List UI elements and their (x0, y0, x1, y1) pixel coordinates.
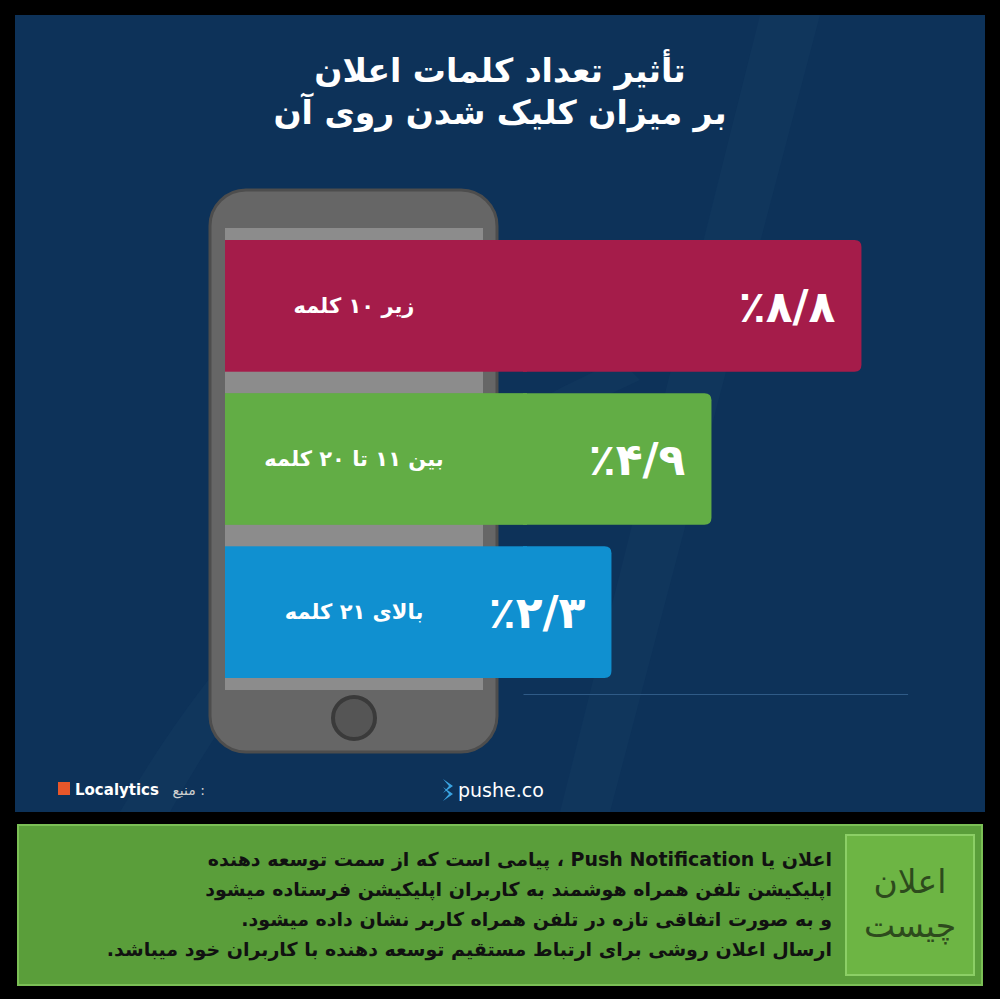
canvas: تأثیر تعداد کلمات اعلانبر میزان کلیک شدن… (0, 0, 1000, 999)
page-background (0, 0, 1000, 999)
bar (523, 240, 861, 372)
category-panel (225, 240, 527, 372)
info-text: ارسال اعلان روشی برای ارتباط مستقیم توسع… (107, 938, 832, 961)
info-heading: چیست (864, 906, 956, 945)
category-panel (225, 546, 527, 678)
chart-title: تأثیر تعداد کلمات اعلانبر میزان کلیک شدن… (273, 49, 726, 133)
data-label: ٪۴/۹ (589, 434, 686, 485)
source-icon (58, 782, 70, 795)
data-label: ٪۲/۳ (489, 587, 586, 638)
brand-icon (443, 779, 453, 801)
category-label: زیر ۱۰ کلمه (294, 294, 415, 318)
category-label: بالای ۲۱ کلمه (285, 600, 424, 624)
info-text: اعلان یا Push Notification ، پیامی است ک… (208, 848, 832, 871)
data-label: ٪۸/۸ (739, 281, 836, 332)
source-label: منبع : (172, 782, 205, 799)
x-axis-line (524, 694, 909, 695)
brand-name: pushe.co (458, 779, 544, 801)
phone-button (333, 697, 375, 739)
info-heading: اعلان (874, 862, 947, 901)
x-axis (524, 694, 909, 695)
category-panel (225, 393, 527, 525)
source-name: Localytics (75, 781, 159, 799)
info-text: اپلیکیشن تلفن همراه هوشمند به کاربران اپ… (205, 878, 832, 901)
panel-background (15, 15, 985, 812)
info-box (18, 825, 982, 985)
info-heading-box (846, 835, 974, 975)
category-label: بین ۱۱ تا ۲۰ کلمه (264, 447, 443, 471)
bar (523, 393, 711, 525)
info-text: و به صورت اتفاقی تازه در تلفن همراه کارب… (241, 908, 832, 931)
